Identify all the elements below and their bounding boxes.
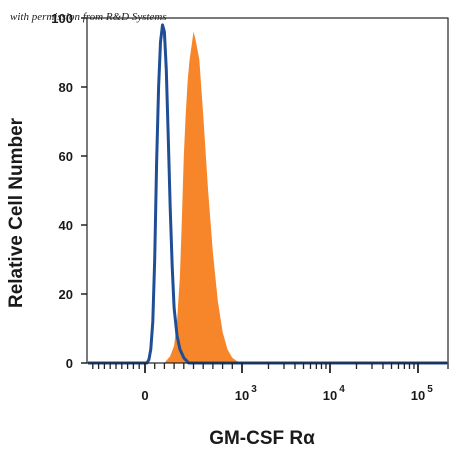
y-tick-label: 80 xyxy=(59,80,73,95)
x-tick-exponent: 4 xyxy=(339,384,345,395)
outline-histogram-series xyxy=(88,23,447,365)
plot-frame xyxy=(86,17,449,364)
x-tick-label: 10 xyxy=(235,388,249,403)
x-tick-label: 0 xyxy=(141,388,148,403)
y-axis-label: Relative Cell Number xyxy=(6,117,27,308)
watermark-text: with permission from R&D Systems xyxy=(10,11,167,23)
series-layer xyxy=(88,23,447,365)
x-tick-exponent: 3 xyxy=(251,384,257,395)
filled-histogram-series xyxy=(164,31,242,364)
y-tick-label: 40 xyxy=(59,218,73,233)
x-tick-label: 10 xyxy=(411,388,425,403)
x-axis-label: GM-CSF Rα xyxy=(209,428,315,449)
y-tick-label: 0 xyxy=(66,356,73,371)
x-tick-exponent: 5 xyxy=(427,384,433,395)
y-tick-label: 100 xyxy=(51,11,73,26)
y-tick-label: 20 xyxy=(59,287,73,302)
y-tick-label: 60 xyxy=(59,149,73,164)
x-tick-label: 10 xyxy=(323,388,337,403)
